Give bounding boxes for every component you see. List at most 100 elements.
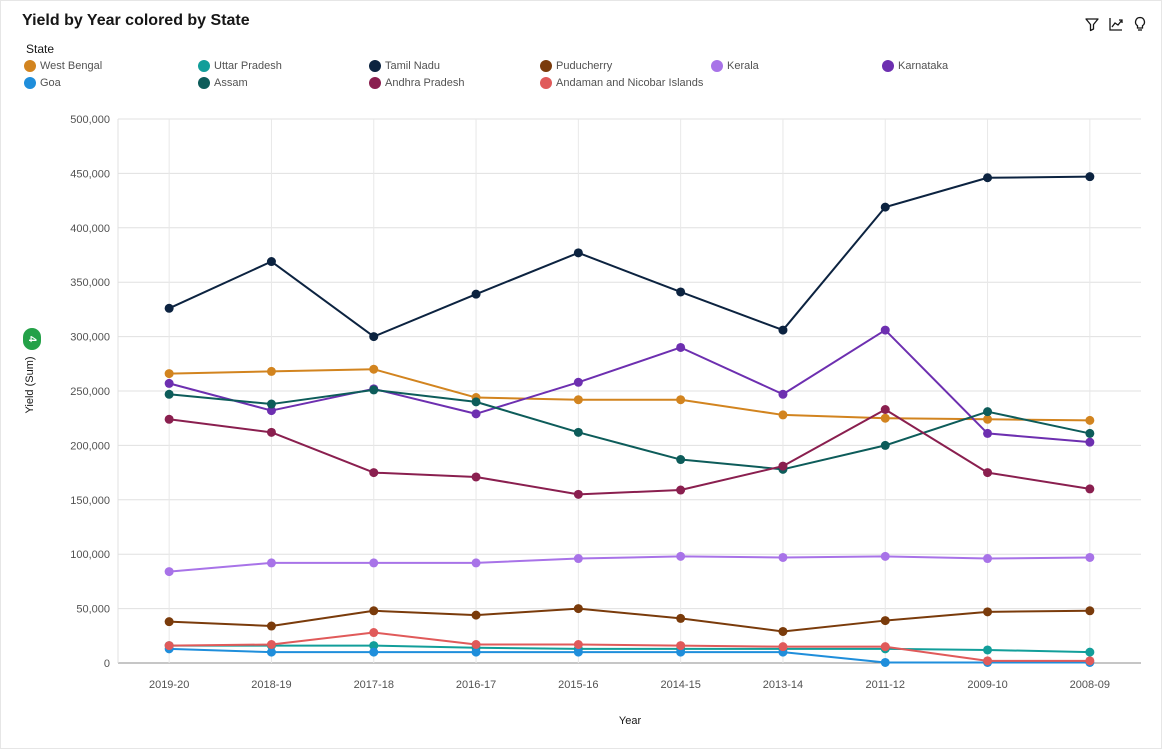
data-point [983,554,993,564]
legend-item[interactable]: Karnataka [882,59,1022,72]
data-point [471,397,481,407]
data-point [983,173,993,183]
lightbulb-icon[interactable] [1132,16,1148,32]
data-point [676,485,686,495]
y-tick-label: 250,000 [70,386,110,398]
legend-item[interactable]: Uttar Pradesh [198,59,369,72]
y-tick-label: 0 [104,658,110,670]
data-point [573,604,583,614]
data-point [369,606,379,616]
legend-swatch [24,59,36,72]
legend-item[interactable]: Puducherry [540,59,711,72]
legend-item[interactable]: Tamil Nadu [369,59,540,72]
x-tick-label: 2019-20 [149,679,189,691]
data-point [1085,437,1095,447]
series-line [169,644,1090,654]
data-point [266,640,276,650]
data-point [983,607,993,617]
data-point [880,642,890,652]
data-point [983,645,993,655]
legend-swatch [198,59,210,72]
y-tick-label: 400,000 [70,223,110,235]
data-point [164,389,174,399]
data-point [880,413,890,423]
data-point [880,551,890,561]
series-line [169,607,1090,633]
y-tick-label: 300,000 [70,332,110,344]
data-point [369,647,379,657]
x-tick-label: 2013-14 [763,679,803,691]
series-line [168,329,1090,444]
data-point [471,409,481,419]
data-point [983,468,993,478]
data-point [164,641,174,651]
data-point [1085,656,1095,666]
legend-swatch [369,59,381,72]
y-tick-label: 350,000 [70,277,110,289]
data-point [880,657,890,667]
x-tick-label: 2014-15 [660,679,700,691]
series-line [168,175,1090,338]
data-point [778,389,788,399]
filter-count-badge[interactable]: 4 [23,328,41,350]
series-line [169,631,1090,662]
data-point [266,621,276,631]
x-axis-label: Year [618,715,642,727]
data-point [573,554,583,564]
x-tick-label: 2015-16 [558,679,598,691]
y-tick-label: 150,000 [70,495,110,507]
data-point [778,626,788,636]
data-point [471,289,481,299]
data-point [266,647,276,657]
data-point [573,647,583,657]
legend-title: State [26,42,55,56]
data-point [676,287,686,297]
data-point [778,325,788,335]
series-line [169,368,1090,422]
data-point [164,617,174,627]
legend-item[interactable]: Kerala [711,59,882,72]
data-point [266,427,276,437]
data-point [573,427,583,437]
data-point [880,202,890,212]
legend-label: Tamil Nadu [385,59,441,72]
legend-item[interactable]: West Bengal [24,59,198,72]
data-point [778,461,788,471]
data-point [471,472,481,482]
data-point [369,628,379,638]
data-point [676,395,686,405]
legend-swatch [882,59,894,72]
data-point [164,378,174,388]
data-point [778,552,788,562]
legend-item[interactable]: Assam [198,76,369,89]
data-point [573,395,583,405]
data-point [778,410,788,420]
data-point [676,613,686,623]
trend-chart-icon[interactable] [1108,16,1124,32]
y-tick-label: 200,000 [70,440,110,452]
data-point [676,455,686,465]
legend-label: Andhra Pradesh [385,76,465,89]
data-point [573,248,583,258]
data-point [573,640,583,650]
legend-item[interactable]: Andaman and Nicobar Islands [540,76,711,89]
legend-swatch [540,76,552,89]
legend-label: West Bengal [40,59,103,72]
data-point [369,468,379,478]
series-line [169,408,1091,496]
legend-label: Kerala [727,59,759,72]
data-point [164,414,174,424]
data-point [164,567,174,577]
legend-item[interactable]: Goa [24,76,198,89]
data-point [880,440,890,450]
legend-item[interactable]: Andhra Pradesh [369,76,540,89]
x-tick-label: 2018-19 [251,679,291,691]
filter-icon[interactable] [1084,16,1100,32]
data-point [164,369,174,379]
data-point [369,385,379,395]
data-point [676,342,686,352]
x-tick-label: 2016-17 [456,679,496,691]
legend-label: Karnataka [898,59,949,72]
chart-title: Yield by Year colored by State [22,12,250,29]
